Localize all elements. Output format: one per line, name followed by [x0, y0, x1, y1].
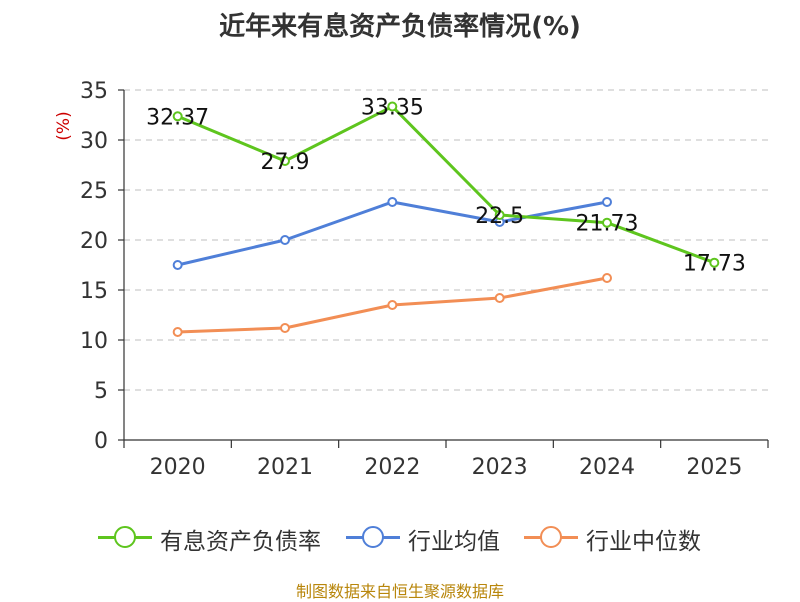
y-tick-label: 20 — [80, 229, 108, 254]
x-tick-label: 2021 — [257, 455, 313, 480]
x-tick-label: 2022 — [364, 455, 420, 480]
y-tick-label: 30 — [80, 129, 108, 154]
legend-label: 有息资产负债率 — [160, 529, 321, 555]
data-point — [387, 101, 398, 112]
y-tick-label: 5 — [94, 379, 108, 404]
y-tick-label: 10 — [80, 329, 108, 354]
y-tick-label: 25 — [80, 179, 108, 204]
data-point — [280, 156, 290, 166]
data-point — [709, 257, 720, 268]
data-label: 21.73 — [576, 212, 639, 237]
data-point — [602, 273, 612, 283]
x-tick-label: 2023 — [472, 455, 528, 480]
x-tick-label: 2020 — [150, 455, 206, 480]
x-tick-label: 2024 — [579, 455, 635, 480]
data-point — [280, 235, 290, 245]
data-point — [494, 210, 505, 220]
y-tick-label: 35 — [80, 79, 108, 104]
data-point — [602, 217, 612, 228]
y-axis-unit-label: (%) — [54, 111, 74, 140]
data-point — [602, 197, 612, 207]
y-tick-label: 0 — [94, 429, 108, 454]
data-point — [172, 111, 183, 122]
data-label: 17.73 — [683, 252, 746, 277]
chart-title: 近年来有息资产负债率情况(%) — [219, 12, 581, 42]
series-line — [177, 200, 608, 267]
legend: 有息资产负债率 行业均值 行业中位数 — [0, 518, 800, 558]
data-point — [494, 293, 505, 303]
legend-label: 行业中位数 — [586, 529, 701, 555]
x-tick-label: 2025 — [686, 455, 742, 480]
legend-marker-blue — [362, 526, 384, 548]
data-point — [172, 260, 183, 270]
data-point — [280, 323, 290, 333]
y-tick-label: 15 — [80, 279, 108, 304]
legend-marker-green — [114, 526, 136, 548]
data-label: 33.35 — [361, 96, 424, 121]
data-label: 27.9 — [261, 150, 310, 175]
data-label: 32.37 — [146, 105, 209, 130]
data-point — [387, 197, 398, 207]
data-point — [172, 327, 183, 337]
data-point — [387, 300, 398, 310]
legend-label: 行业均值 — [408, 529, 500, 555]
data-label: 22.5 — [475, 204, 524, 229]
source-note: 制图数据来自恒生聚源数据库 — [295, 582, 504, 601]
legend-marker-orange — [540, 526, 562, 548]
series-line — [177, 105, 715, 265]
